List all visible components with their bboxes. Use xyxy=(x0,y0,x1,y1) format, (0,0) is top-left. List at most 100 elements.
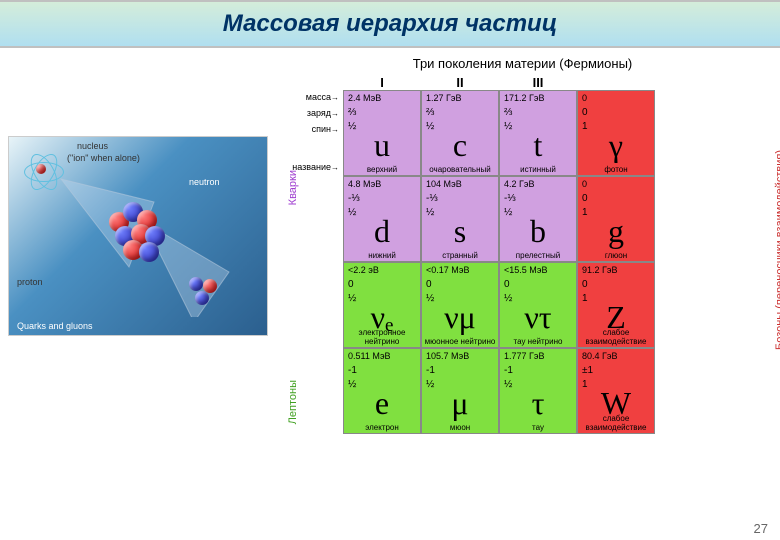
cell-symbol: t xyxy=(504,129,572,161)
cell-mass: 0 xyxy=(582,179,650,193)
cell-mass: 91.2 ГэВ xyxy=(582,265,650,279)
cell-charge: ±1 xyxy=(582,365,650,379)
cell-charge: -1 xyxy=(348,365,416,379)
cell-charge: ⅔ xyxy=(348,107,416,121)
gen-1: I xyxy=(343,75,421,90)
cell-mass: 0 xyxy=(582,93,650,107)
cell-mass: 171.2 ГэВ xyxy=(504,93,572,107)
cell-charge: 0 xyxy=(582,107,650,121)
cell-charge: 0 xyxy=(348,279,416,293)
content-area: nucleus ("ion" when alone) neutron proto… xyxy=(0,48,780,442)
particle-cell-s: 104 МэВ-⅓½sстранный xyxy=(421,176,499,262)
page-number: 27 xyxy=(754,521,768,536)
cell-charge: 0 xyxy=(426,279,494,293)
cell-mass: 4.8 МэВ xyxy=(348,179,416,193)
cell-symbol: b xyxy=(504,215,572,247)
particle-cell-b: 4.2 ГэВ-⅓½bпрелестный xyxy=(499,176,577,262)
cell-symbol: u xyxy=(348,129,416,161)
table-subtitle: Три поколения материи (Фермионы) xyxy=(273,56,772,71)
cell-charge: 0 xyxy=(582,279,650,293)
particle-table: Три поколения материи (Фермионы) I II II… xyxy=(273,56,772,434)
cell-charge: 0 xyxy=(582,193,650,207)
particle-cell-d: 4.8 МэВ-⅓½dнижний xyxy=(343,176,421,262)
cell-mass: 80.4 ГэВ xyxy=(582,351,650,365)
gen-3: III xyxy=(499,75,577,90)
cell-particle-name: электрон xyxy=(344,423,420,432)
cell-particle-name: странный xyxy=(422,251,498,260)
cell-mass: 105.7 МэВ xyxy=(426,351,494,365)
cell-particle-name: слабое взаимодействие xyxy=(578,414,654,432)
cell-mass: <15.5 МэВ xyxy=(504,265,572,279)
quarks-label: Кварки xyxy=(287,170,299,205)
bosons-label: Бозоны (переносчики взаимодействия) xyxy=(774,150,780,350)
cell-charge: -⅓ xyxy=(504,193,572,207)
cell-particle-name: очаровательный xyxy=(422,165,498,174)
cell-symbol: s xyxy=(426,215,494,247)
cell-symbol: τ xyxy=(504,387,572,419)
cell-charge: ⅔ xyxy=(426,107,494,121)
nucleus-illustration: nucleus ("ion" when alone) neutron proto… xyxy=(8,136,268,336)
cell-symbol: μ xyxy=(426,387,494,419)
cell-charge: -⅓ xyxy=(348,193,416,207)
cell-particle-name: тау нейтрино xyxy=(500,337,576,346)
cell-particle-name: фотон xyxy=(578,165,654,174)
cell-charge: 0 xyxy=(504,279,572,293)
gen-2: II xyxy=(421,75,499,90)
cell-particle-name: мюон xyxy=(422,423,498,432)
cell-charge: -1 xyxy=(426,365,494,379)
particle-cell-τ: 1.777 ГэВ-1½τтау xyxy=(499,348,577,434)
cell-particle-name: глюон xyxy=(578,251,654,260)
cell-mass: <2.2 эВ xyxy=(348,265,416,279)
particle-cell-t: 171.2 ГэВ⅔½tистинный xyxy=(499,90,577,176)
particle-grid: Кварки Лептоны Бозоны (переносчики взаим… xyxy=(289,90,772,434)
cell-charge: -⅓ xyxy=(426,193,494,207)
particle-cell-νₑ: <2.2 эВ0½νₑэлектронное нейтрино xyxy=(343,262,421,348)
particle-cell-μ: 105.7 МэВ-1½μмюон xyxy=(421,348,499,434)
title-bar: Массовая иерархия частиц xyxy=(0,0,780,48)
cell-particle-name: нижний xyxy=(344,251,420,260)
particle-row: масса→заряд→спин→название→0.511 МэВ-1½eэ… xyxy=(289,348,772,434)
particle-row: масса→заряд→спин→название→<2.2 эВ0½νₑэле… xyxy=(289,262,772,348)
particle-cell-W: 80.4 ГэВ±11Wслабое взаимодействие xyxy=(577,348,655,434)
particle-row: масса→заряд→спин→название→4.8 МэВ-⅓½dниж… xyxy=(289,176,772,262)
page-title: Массовая иерархия частиц xyxy=(20,10,760,38)
gluons-label: Quarks and gluons xyxy=(17,321,93,331)
cell-symbol: e xyxy=(348,387,416,419)
cell-particle-name: прелестный xyxy=(500,251,576,260)
cell-symbol: ντ xyxy=(504,301,572,333)
cell-particle-name: мюонное нейтрино xyxy=(422,337,498,346)
particle-cell-γ: 001γфотон xyxy=(577,90,655,176)
cell-particle-name: истинный xyxy=(500,165,576,174)
cell-symbol: g xyxy=(582,215,650,247)
cell-mass: 0.511 МэВ xyxy=(348,351,416,365)
cell-mass: 1.777 ГэВ xyxy=(504,351,572,365)
spin-label: спин→ xyxy=(289,123,339,137)
row-property-labels: масса→заряд→спин→название→ xyxy=(289,90,343,176)
cell-mass: 2.4 МэВ xyxy=(348,93,416,107)
particle-cell-ντ: <15.5 МэВ0½ντтау нейтрино xyxy=(499,262,577,348)
cell-particle-name: электронное нейтрино xyxy=(344,328,420,346)
mass-label: масса→ xyxy=(289,91,339,105)
particle-row: масса→заряд→спин→название→2.4 МэВ⅔½uверх… xyxy=(289,90,772,176)
cell-particle-name: тау xyxy=(500,423,576,432)
particle-cell-νμ: <0.17 МэВ0½νμмюонное нейтрино xyxy=(421,262,499,348)
particle-cell-g: 001gглюон xyxy=(577,176,655,262)
cell-mass: 4.2 ГэВ xyxy=(504,179,572,193)
generation-header: I II III xyxy=(343,75,772,90)
cell-mass: <0.17 МэВ xyxy=(426,265,494,279)
nucleus-label: nucleus xyxy=(77,141,108,151)
cell-charge: ⅔ xyxy=(504,107,572,121)
cell-symbol: γ xyxy=(582,129,650,161)
cell-charge: -1 xyxy=(504,365,572,379)
particle-cell-e: 0.511 МэВ-1½eэлектрон xyxy=(343,348,421,434)
cell-symbol: d xyxy=(348,215,416,247)
particle-cell-Z: 91.2 ГэВ01Zслабое взаимодействие xyxy=(577,262,655,348)
cell-particle-name: верхний xyxy=(344,165,420,174)
cell-symbol: c xyxy=(426,129,494,161)
cell-particle-name: слабое взаимодействие xyxy=(578,328,654,346)
cell-mass: 104 МэВ xyxy=(426,179,494,193)
particle-cell-u: 2.4 МэВ⅔½uверхний xyxy=(343,90,421,176)
charge-label: заряд→ xyxy=(289,107,339,121)
leptons-label: Лептоны xyxy=(287,380,299,424)
cell-mass: 1.27 ГэВ xyxy=(426,93,494,107)
